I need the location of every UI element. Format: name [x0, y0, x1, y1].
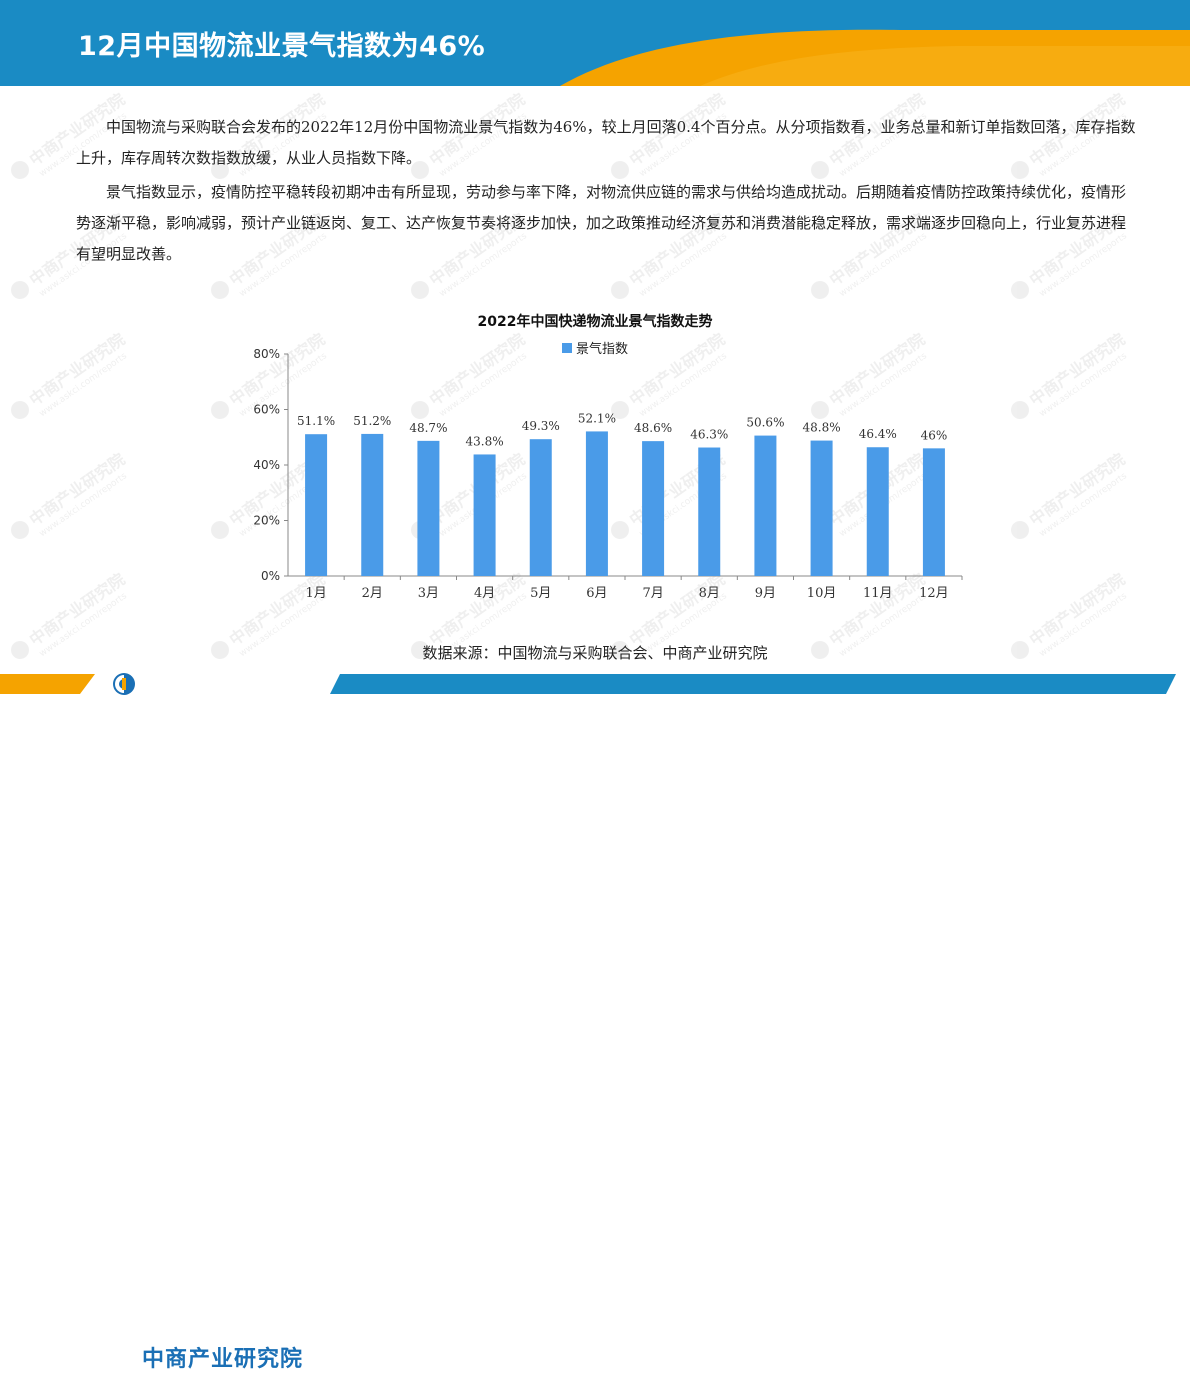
- legend-label: 景气指数: [576, 341, 628, 357]
- bar: [529, 439, 552, 576]
- page-title: 12月中国物流业景气指数为46%: [78, 31, 486, 62]
- data-label: 43.8%: [466, 434, 504, 448]
- x-tick-label: 10月: [807, 586, 837, 601]
- data-label: 46.4%: [859, 427, 897, 441]
- paragraph-1: 中国物流与采购联合会发布的2022年12月份中国物流业景气指数为46%，较上月回…: [76, 118, 1136, 167]
- x-tick-label: 3月: [418, 586, 439, 601]
- logo-icon: [113, 673, 135, 695]
- bar: [698, 447, 721, 576]
- x-tick-label: 8月: [699, 586, 720, 601]
- data-label: 50.6%: [746, 416, 784, 430]
- x-tick-label: 12月: [919, 586, 949, 601]
- data-source: 数据来源：中国物流与采购联合会、中商产业研究院: [422, 644, 768, 662]
- bar: [361, 433, 384, 576]
- y-tick-label: 80%: [253, 347, 280, 361]
- header-banner: 12月中国物流业景气指数为46%: [0, 0, 1190, 86]
- data-label: 46.3%: [690, 428, 728, 442]
- bar: [585, 431, 608, 576]
- bar: [922, 448, 945, 576]
- y-tick-label: 0%: [261, 569, 280, 583]
- data-label: 48.6%: [634, 421, 672, 435]
- x-tick-label: 9月: [755, 586, 776, 601]
- bar-chart: 0% 20% 40% 60% 80% 景气指数 51.1% 1月 51.2% 2月 48.7% 3月 4…: [253, 341, 963, 601]
- footer-bar: 中商产业研究院 为全球商业领袖提供决策咨询 400-666-1917: [0, 670, 1190, 1372]
- data-label: 49.3%: [522, 419, 560, 433]
- x-tick-label: 4月: [474, 586, 495, 601]
- x-tick-label: 2月: [362, 586, 383, 601]
- bar: [305, 434, 328, 576]
- bar: [810, 440, 833, 576]
- data-label: 48.7%: [409, 421, 447, 435]
- footer-phone: 400-666-1917: [988, 1346, 1098, 1362]
- bar: [866, 447, 889, 576]
- data-label: 51.2%: [353, 414, 391, 428]
- article-body: 中国物流与采购联合会发布的2022年12月份中国物流业景气指数为46%，较上月回…: [76, 112, 1136, 273]
- bar: [473, 454, 496, 576]
- x-tick-label: 6月: [586, 586, 607, 601]
- data-label: 48.8%: [803, 421, 841, 435]
- footer-background: [0, 673, 1176, 695]
- legend-swatch: [562, 343, 572, 353]
- footer-slogan: 为全球商业领袖提供决策咨询: [730, 1349, 912, 1365]
- x-tick-label: 1月: [305, 586, 326, 601]
- bar: [642, 441, 665, 576]
- data-label: 46%: [921, 428, 948, 442]
- bar: [754, 435, 777, 576]
- paragraph-2: 景气指数显示，疫情防控平稳转段初期冲击有所显现，劳动参与率下降，对物流供应链的需…: [76, 183, 1127, 263]
- header-background: [0, 0, 1190, 86]
- y-tick-label: 40%: [253, 458, 280, 472]
- x-tick-label: 7月: [642, 586, 663, 601]
- y-tick-label: 20%: [253, 514, 280, 528]
- chart-title: 2022年中国快递物流业景气指数走势: [477, 314, 713, 330]
- data-label: 52.1%: [578, 411, 616, 425]
- bar: [417, 440, 440, 576]
- data-label: 51.1%: [297, 414, 335, 428]
- x-tick-label: 5月: [530, 586, 551, 601]
- y-tick-label: 60%: [253, 403, 280, 417]
- company-logo-text: 中商产业研究院: [142, 1347, 304, 1372]
- x-tick-label: 11月: [863, 586, 893, 601]
